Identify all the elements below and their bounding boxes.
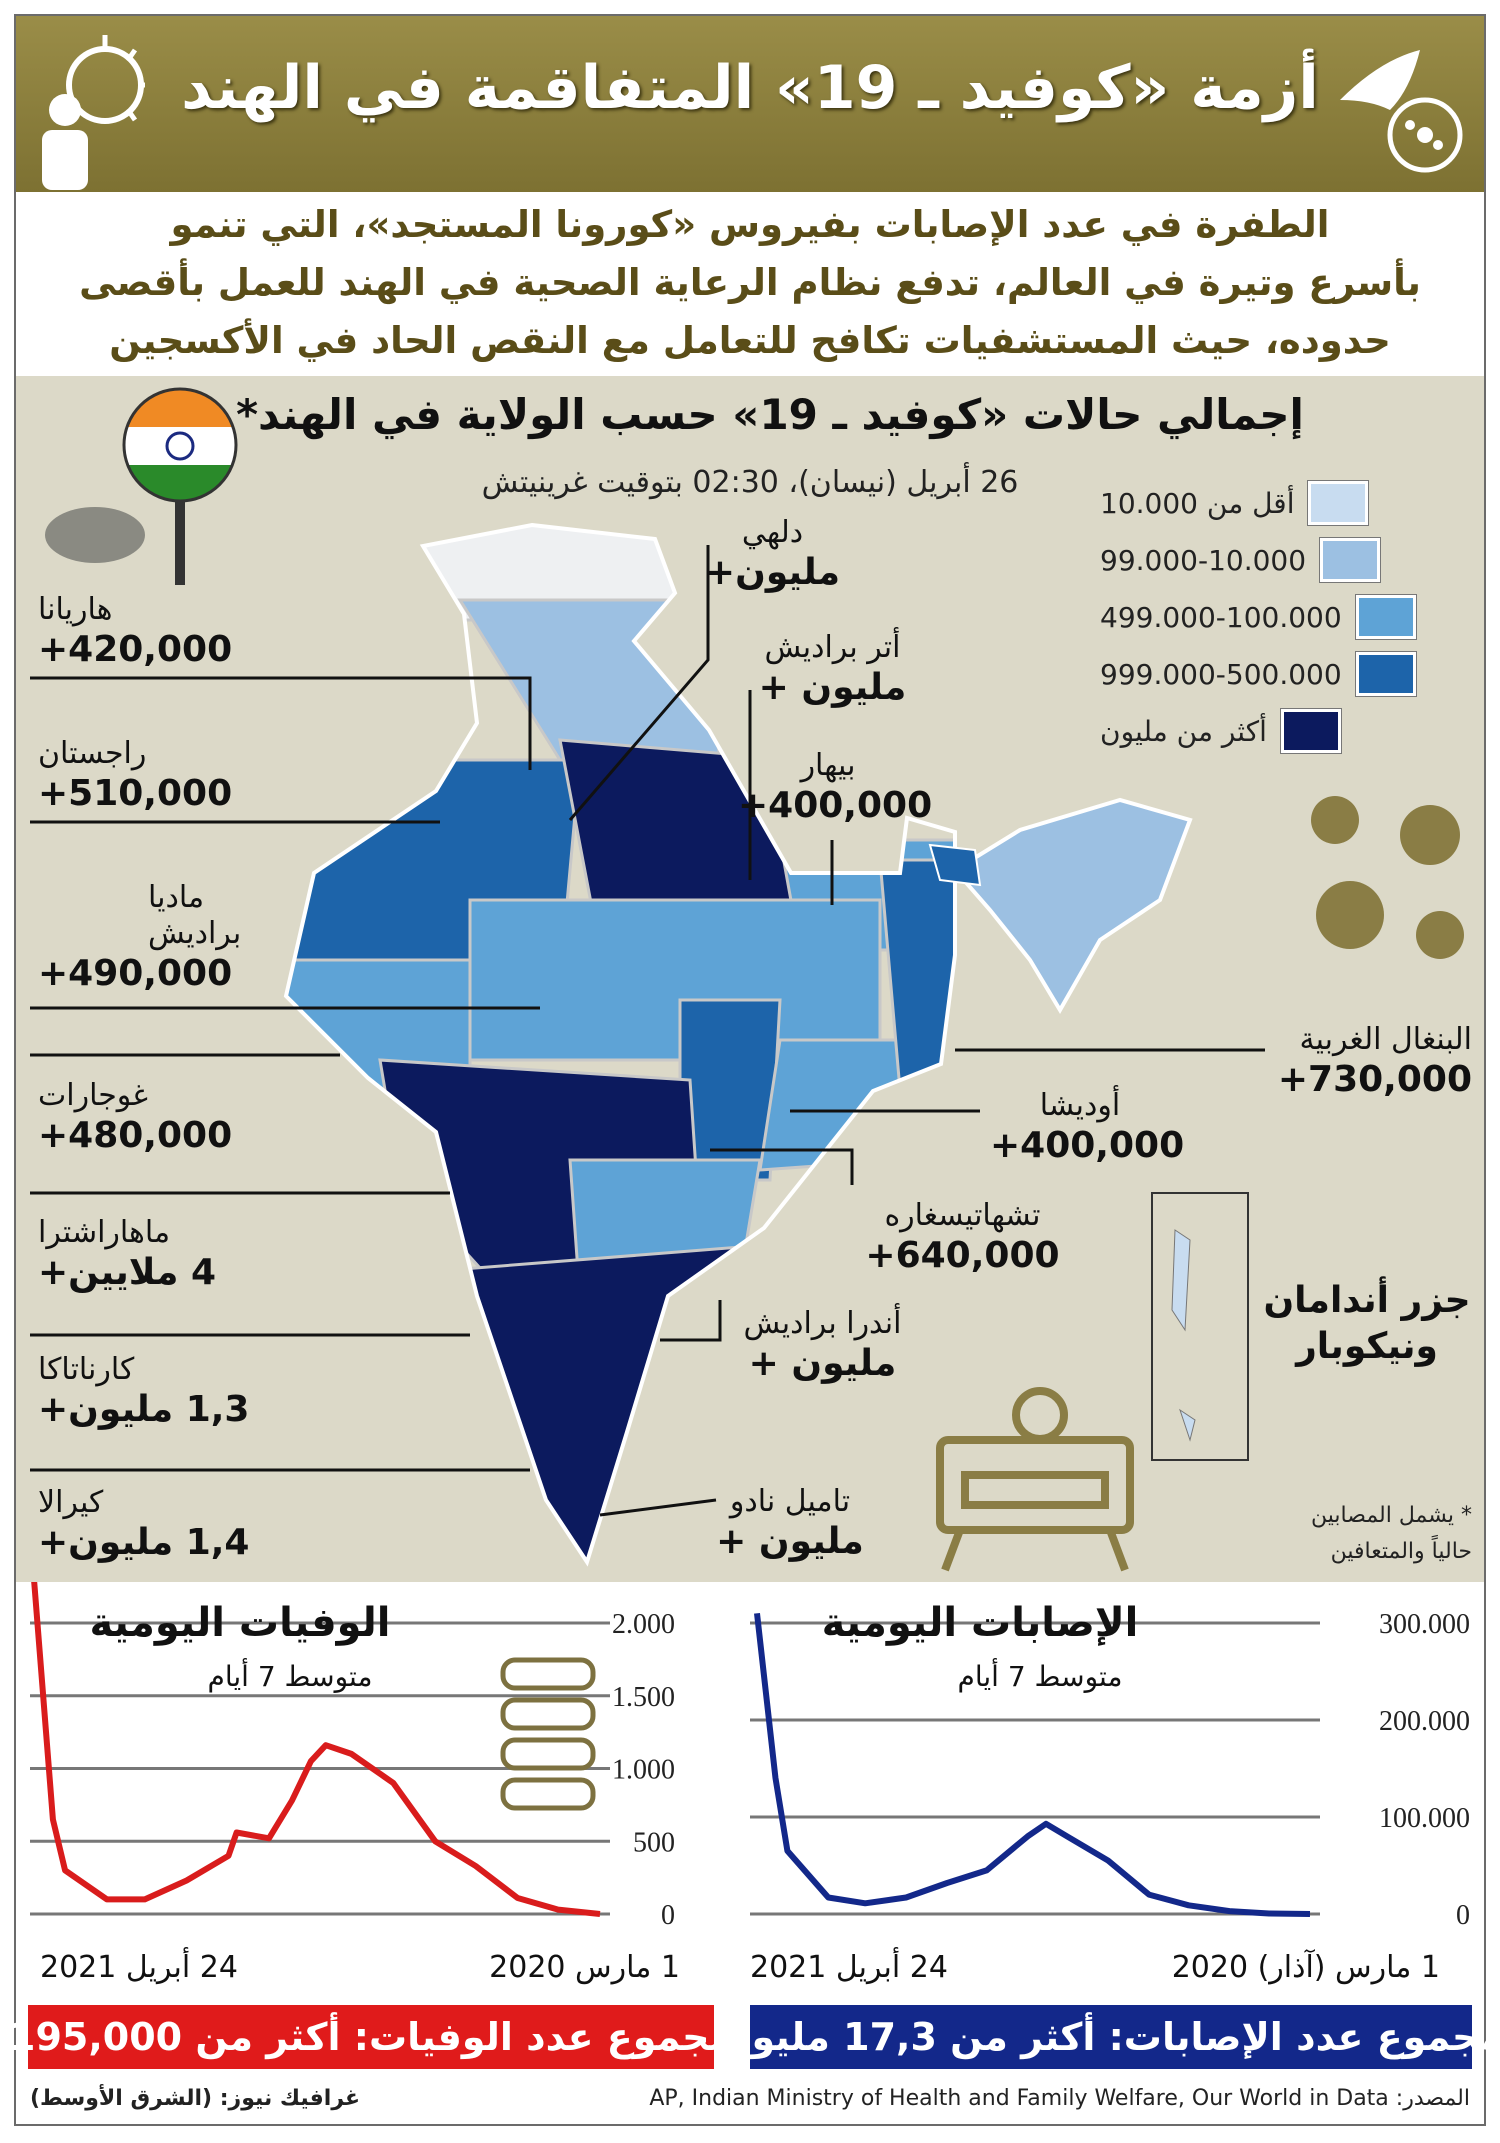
map-footnote: * يشمل المصابين حالياً والمتعافين [1262,1498,1472,1570]
andaman-inset-box [1151,1192,1249,1461]
credit-text: غرافيك نيوز: (الشرق الأوسط) [30,2086,361,2111]
charts-svg: 0 500 1.000 1.500 2.000 0 100.000 200.000 300.00… [30,1582,1470,1931]
legend-swatch [1308,481,1369,525]
deaths-x-label-end: 24 أبريل 2021 [40,1950,238,1985]
intro-line: حدوده، حيث المستشفيات تكافح للتعامل مع ا… [109,319,1391,362]
footnote-line: حالياً والمتعافين [1330,1539,1472,1564]
y-tick-label: 100.000 [1379,1803,1470,1834]
legend-swatch [1280,709,1341,753]
map-title: إجمالي حالات «كوفيد ـ 19» حسب الولاية في… [236,390,1304,439]
state-label-andhra-pradesh: أندرا براديش مليون + [743,1306,902,1384]
legend-label: 999.000-500.000 [1100,657,1342,691]
deaths-series-line [31,1582,601,1917]
state-label-rajasthan: راجستان +510,000 [38,736,233,814]
leader-lines [30,545,1265,1517]
legend-swatch [1355,652,1416,696]
cases-x-label-end: 24 أبريل 2021 [750,1950,948,1985]
state-label-gujarat: غوجارات +480,000 [38,1078,233,1156]
y-tick-label: 2.000 [612,1609,675,1640]
cases-chart-title: الإصابات اليومية [821,1600,1139,1646]
cases-series-line [754,1612,1311,1917]
virus-cluster-icon [1311,796,1464,959]
state-label-kerala: كيرالا 1,4 مليون+ [38,1485,250,1563]
state-label-delhi: دلهي مليون+ [704,515,841,593]
state-label-bihar: بيهار +400,000 [738,748,933,826]
state-label-haryana: هاريانا +420,000 [38,592,233,670]
state-label-karnataka: كارناتاكا 1,3 مليون+ [38,1352,250,1430]
deaths-x-label-start: 1 مارس 2020 [489,1950,680,1985]
y-tick-label: 300.000 [1379,1609,1470,1640]
y-tick-label: 1.500 [612,1682,675,1713]
intro-line: الطفرة في عدد الإصابات بفيروس «كورونا ال… [170,203,1330,246]
hospital-bed-icon [936,1387,1134,1572]
total-deaths-banner: مجموع عدد الوفيات: أكثر من 195,000 [9,2005,733,2069]
legend-swatch [1320,538,1381,582]
legend-swatch [1355,595,1416,639]
legend-label: أكثر من مليون [1100,714,1267,748]
legend-item: 99.000-10.000 [1100,535,1470,585]
india-flag-pin-icon [45,387,238,585]
state-label-odisha: أوديشا +400,000 [990,1088,1185,1166]
y-tick-label: 500 [633,1827,675,1858]
body-bags-icon [500,1657,596,1811]
total-cases-banner: مجموع عدد الإصابات: أكثر من 17,3 مليون [719,2005,1500,2069]
legend-label: 499.000-100.000 [1100,600,1342,634]
state-label-madhya-pradesh: ماديا براديش +490,000 [38,880,242,994]
y-tick-label: 1.000 [612,1755,675,1786]
state-label-maharashtra: ماهاراشترا 4 ملايين+ [38,1215,216,1293]
cases-x-label-start: 1 مارس (آذار) 2020 [1171,1950,1440,1985]
y-tick-label: 0 [661,1900,675,1931]
virus-person-icon [42,35,145,190]
northeast-states [951,797,1193,1014]
legend-item: 499.000-100.000 [1100,592,1470,642]
footnote-line: * يشمل المصابين [1311,1503,1472,1528]
source-text: المصدر: AP, Indian Ministry of Health an… [649,2086,1470,2111]
legend-label: أقل من 10.000 [1100,486,1295,520]
state-label-chhattisgarh: تشهاتيسغاره +640,000 [865,1198,1060,1276]
intro-line: بأسرع وتيرة في العالم، تدفع نظام الرعاية… [79,261,1421,304]
india-map [30,523,1464,1572]
state-label-uttar-pradesh: أتر براديش مليون + [758,630,907,708]
deaths-chart-subtitle: متوسط 7 أيام [207,1660,373,1693]
intro-text: الطفرة في عدد الإصابات بفيروس «كورونا ال… [20,196,1480,370]
legend-item: أكثر من مليون [1100,706,1470,756]
andaman-label: جزر أندامان ونيكوبار [1263,1280,1471,1367]
bat-virus-icon [1340,50,1463,173]
cases-chart-subtitle: متوسط 7 أيام [957,1660,1123,1693]
footer: المصدر: AP, Indian Ministry of Health an… [30,2082,1470,2118]
deaths-chart-title: الوفيات اليومية [89,1600,391,1646]
state-label-west-bengal: البنغال الغربية +730,000 [1277,1022,1472,1100]
title-banner [16,16,1484,192]
map-subtitle: 26 أبريل (نيسان)، 02:30 بتوقيت غرينيتش [481,465,1019,500]
page-title: أزمة «كوفيد ـ 19» المتفاقمة في الهند [181,53,1319,123]
charts-section [16,1582,1484,2076]
legend-item: 999.000-500.000 [1100,649,1470,699]
y-tick-label: 200.000 [1379,1706,1470,1737]
legend-item: أقل من 10.000 [1100,478,1470,528]
y-tick-label: 0 [1456,1900,1470,1931]
legend-label: 99.000-10.000 [1100,543,1307,577]
infographic-frame [14,14,1486,2126]
state-label-tamil-nadu: تاميل نادو مليون + [716,1484,864,1562]
